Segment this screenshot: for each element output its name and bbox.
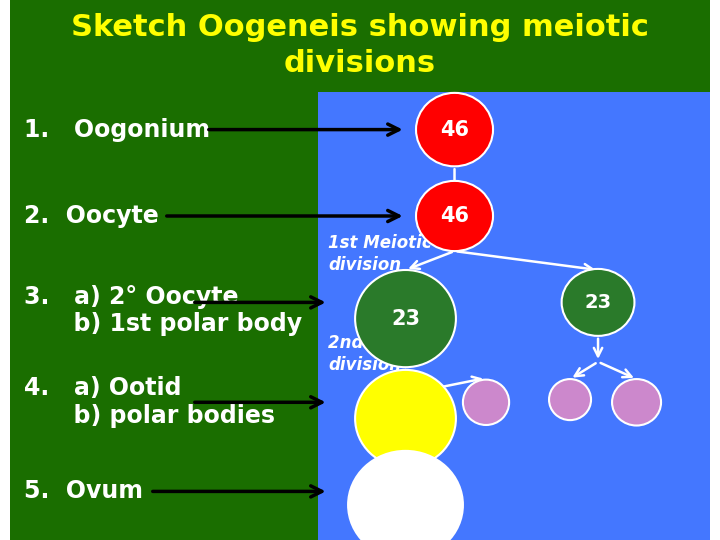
Text: 3.   a) 2° Oocyte
      b) 1st polar body: 3. a) 2° Oocyte b) 1st polar body (24, 285, 302, 336)
Text: Sketch Oogeneis showing meiotic
divisions: Sketch Oogeneis showing meiotic division… (71, 14, 649, 78)
FancyBboxPatch shape (10, 0, 318, 540)
Text: 2nd Meiotic
division: 2nd Meiotic division (328, 334, 438, 374)
Ellipse shape (355, 270, 456, 367)
Text: 5.  Ovum: 5. Ovum (24, 480, 143, 503)
Ellipse shape (463, 380, 509, 425)
Ellipse shape (612, 379, 661, 426)
Ellipse shape (562, 269, 634, 336)
Text: 46: 46 (440, 206, 469, 226)
Text: 1st Meiotic
division: 1st Meiotic division (328, 234, 432, 274)
Text: 4.   a) Ootid
      b) polar bodies: 4. a) Ootid b) polar bodies (24, 376, 275, 428)
Text: 23: 23 (585, 293, 611, 312)
Ellipse shape (416, 181, 493, 251)
Ellipse shape (355, 370, 456, 467)
Text: 2.  Oocyte: 2. Oocyte (24, 204, 158, 228)
Text: 23: 23 (391, 308, 420, 329)
Text: 1.   Oogonium: 1. Oogonium (24, 118, 210, 141)
FancyBboxPatch shape (318, 0, 710, 540)
Ellipse shape (348, 451, 463, 540)
FancyBboxPatch shape (10, 0, 710, 92)
Ellipse shape (416, 93, 493, 166)
Text: 46: 46 (440, 119, 469, 140)
Ellipse shape (549, 379, 591, 420)
